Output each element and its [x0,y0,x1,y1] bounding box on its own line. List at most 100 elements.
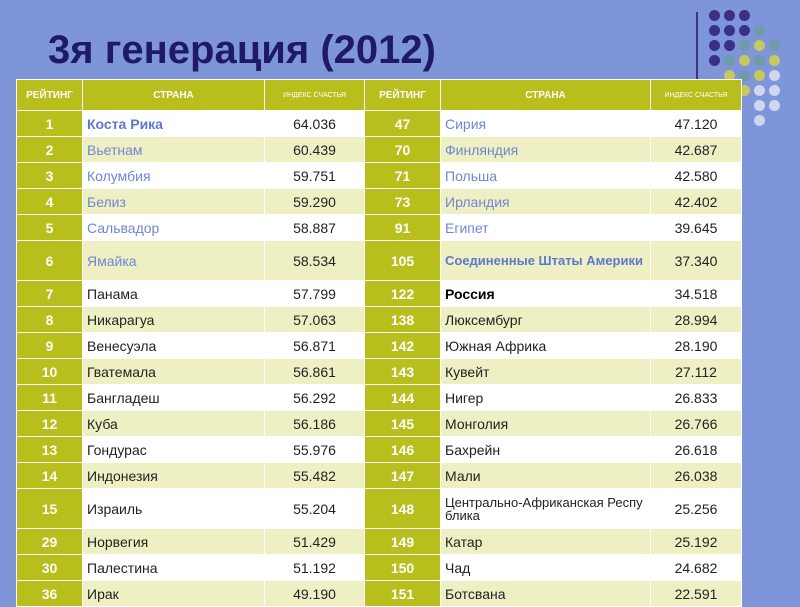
rank-cell: 8 [16,306,83,333]
decor-dot [754,55,765,66]
index-cell: 56.871 [264,332,365,359]
index-cell: 51.192 [264,554,365,581]
decor-divider [696,12,698,92]
country-cell[interactable]: Колумбия [82,162,265,189]
index-cell: 22.591 [650,580,742,607]
country-cell: Израиль [82,488,265,529]
rank-cell: 13 [16,436,83,463]
header-index: ИНДЕКС СЧАСТЬЯ [264,79,365,111]
rank-cell: 7 [16,280,83,307]
country-cell: Панама [82,280,265,307]
decor-dot [769,100,780,111]
country-cell[interactable]: Коста Рика [82,110,265,137]
index-cell: 58.534 [264,240,365,281]
table-row: 14 Индонезия 55.482 147 Мали 26.038 [16,462,742,489]
rank-cell: 14 [16,462,83,489]
rank-cell: 10 [16,358,83,385]
index-cell: 55.976 [264,436,365,463]
rank-cell: 12 [16,410,83,437]
country-cell[interactable]: Сирия [440,110,651,137]
country-cell[interactable]: Ирландия [440,188,651,215]
index-cell: 55.204 [264,488,365,529]
country-cell: Гондурас [82,436,265,463]
country-cell: Ирак [82,580,265,607]
index-cell: 26.766 [650,410,742,437]
country-cell: Нигер [440,384,651,411]
decor-dot [709,25,720,36]
country-cell[interactable]: Сальвадор [82,214,265,241]
country-cell[interactable]: Вьетнам [82,136,265,163]
country-cell: Бахрейн [440,436,651,463]
decor-dot [754,25,765,36]
index-cell: 34.518 [650,280,742,307]
country-cell: Бангладеш [82,384,265,411]
country-cell: Мали [440,462,651,489]
country-cell: Южная Африка [440,332,651,359]
country-cell[interactable]: Египет [440,214,651,241]
rank-cell: 6 [16,240,83,281]
table-row: 36 Ирак 49.190 151 Ботсвана 22.591 [16,580,742,607]
rank-cell: 138 [364,306,441,333]
country-cell: Чад [440,554,651,581]
rank-cell: 71 [364,162,441,189]
index-cell: 37.340 [650,240,742,281]
rank-cell: 143 [364,358,441,385]
index-cell: 28.994 [650,306,742,333]
table-row: 30 Палестина 51.192 150 Чад 24.682 [16,554,742,581]
header-rank: РЕЙТИНГ [364,79,441,111]
index-cell: 64.036 [264,110,365,137]
rank-cell: 5 [16,214,83,241]
decor-dots [709,10,793,130]
decor-dot [739,40,750,51]
rank-cell: 147 [364,462,441,489]
rank-cell: 144 [364,384,441,411]
table-row: 2 Вьетнам 60.439 70 Финляндия 42.687 [16,136,742,163]
index-cell: 27.112 [650,358,742,385]
country-cell[interactable]: Ямайка [82,240,265,281]
decor-dot [769,85,780,96]
country-cell[interactable]: Соединенные Штаты Америки [440,240,651,281]
rank-cell: 151 [364,580,441,607]
index-cell: 28.190 [650,332,742,359]
rank-cell: 73 [364,188,441,215]
country-cell[interactable]: Польша [440,162,651,189]
decor-dot [739,70,750,81]
country-cell: Кувейт [440,358,651,385]
decor-dot [754,100,765,111]
country-cell: Катар [440,528,651,555]
rank-cell: 148 [364,488,441,529]
index-cell: 42.580 [650,162,742,189]
table-header-row: РЕЙТИНГ СТРАНА ИНДЕКС СЧАСТЬЯ РЕЙТИНГ СТ… [16,79,742,111]
country-cell: Россия [440,280,651,307]
table-row: 8 Никарагуа 57.063 138 Люксембург 28.994 [16,306,742,333]
index-cell: 25.256 [650,488,742,529]
table-row: 9 Венесуэла 56.871 142 Южная Африка 28.190 [16,332,742,359]
rank-cell: 9 [16,332,83,359]
table-row: 12 Куба 56.186 145 Монголия 26.766 [16,410,742,437]
index-cell: 57.799 [264,280,365,307]
index-cell: 26.618 [650,436,742,463]
rank-cell: 36 [16,580,83,607]
decor-dot [769,55,780,66]
table-row: 29 Норвегия 51.429 149 Катар 25.192 [16,528,742,555]
rank-cell: 2 [16,136,83,163]
index-cell: 60.439 [264,136,365,163]
rank-cell: 122 [364,280,441,307]
decor-dot [709,10,720,21]
country-cell: Люксембург [440,306,651,333]
index-cell: 56.186 [264,410,365,437]
country-cell[interactable]: Белиз [82,188,265,215]
table-row: 15 Израиль 55.204 148 Центрально-Африканская… [16,488,742,529]
index-cell: 47.120 [650,110,742,137]
index-cell: 55.482 [264,462,365,489]
table-row: 5 Сальвадор 58.887 91 Египет 39.645 [16,214,742,241]
rank-cell: 149 [364,528,441,555]
index-cell: 26.833 [650,384,742,411]
table-row: 11 Бангладеш 56.292 144 Нигер 26.833 [16,384,742,411]
decor-dot [724,25,735,36]
decor-dot [754,40,765,51]
rank-cell: 29 [16,528,83,555]
country-cell[interactable]: Финляндия [440,136,651,163]
header-country: СТРАНА [440,79,651,111]
decor-dot [709,40,720,51]
